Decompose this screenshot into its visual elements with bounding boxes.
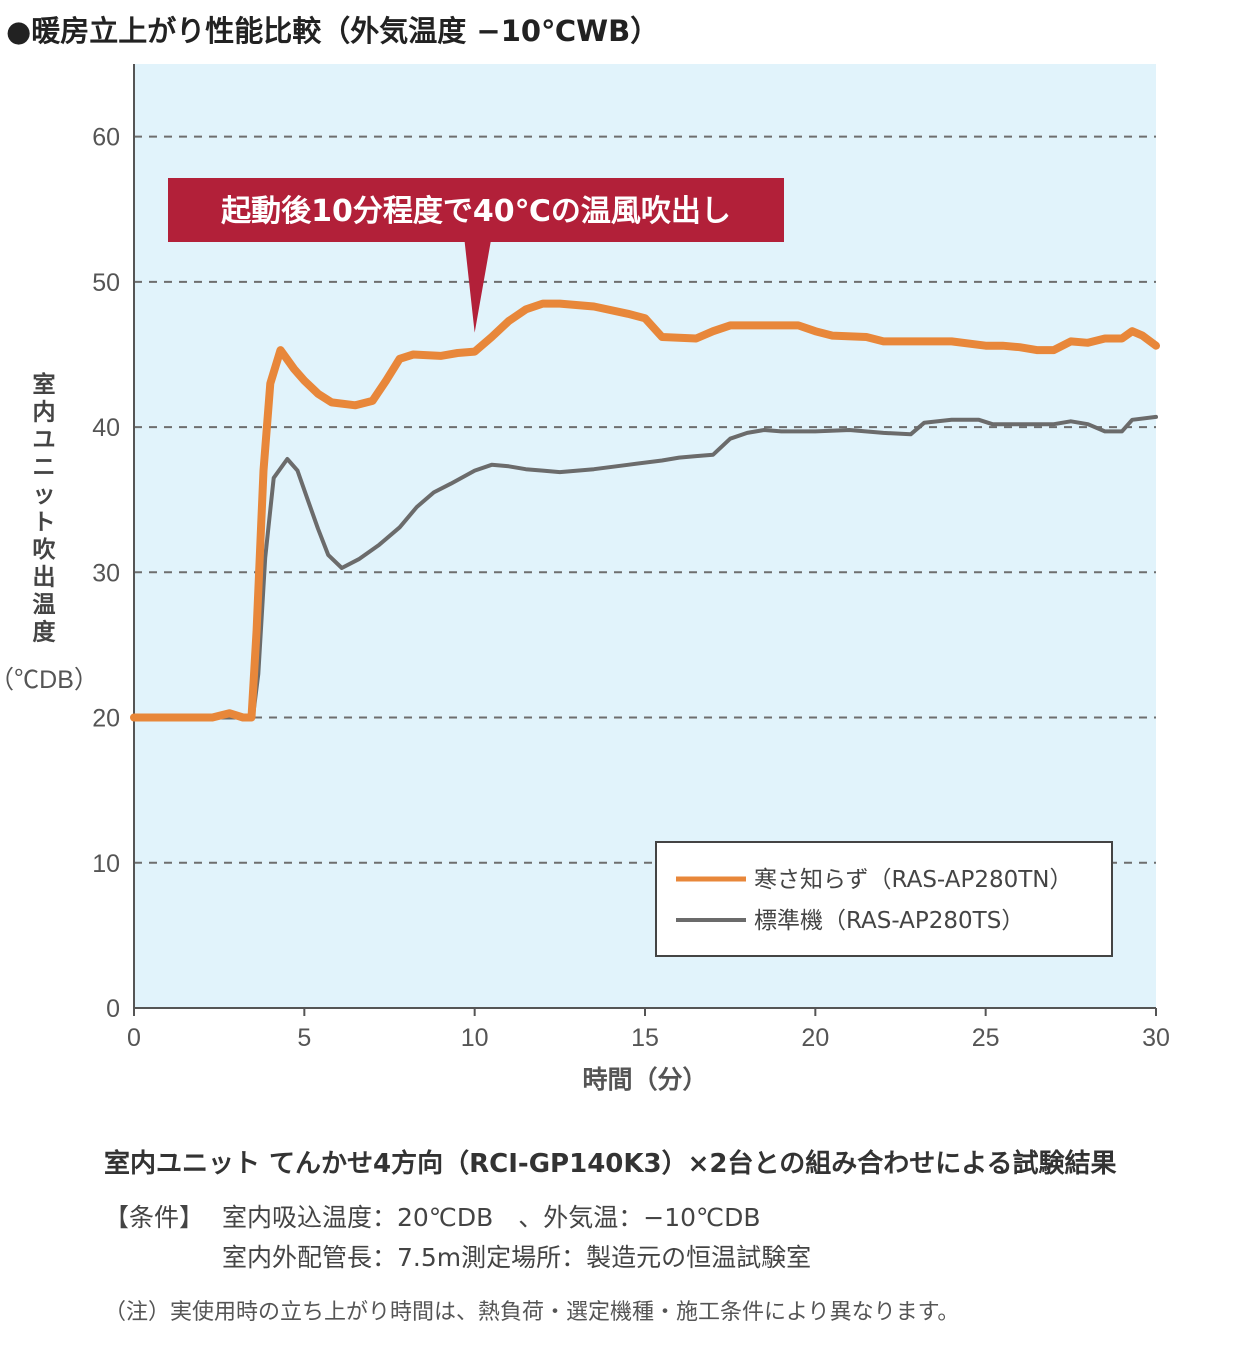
x-tick-label-25: 25 [972,1024,1000,1052]
y-axis-label-char: 吹 [33,537,56,563]
condition-line-2: 室内外配管長：7.5m測定場所：製造元の恒温試験室 [222,1243,812,1272]
y-axis-label-char: ユ [33,427,56,453]
x-axis-label: 時間（分） [582,1065,707,1094]
annotation-box [168,178,784,333]
chart-svg: 0 10 20 30 40 50 60 0 5 10 15 20 25 30 起動後10分程度で40℃の… [0,64,1170,1094]
y-tick-label-30: 30 [92,559,120,587]
y-axis-label-char: 室 [33,371,56,398]
series-line-2 [132,414,1158,720]
y-axis-label-char: 温 [33,592,56,618]
combination-note: 室内ユニット てんかせ4方向（RCI-GP140K3）×2台との組み合わせによる… [104,1149,1117,1179]
y-tick-label-20: 20 [92,705,120,733]
legend-label-series-2: 標準機（RAS-AP280TS） [754,908,1024,934]
legend-box [655,841,1113,957]
x-tick-label-5: 5 [297,1024,311,1052]
y-axis-label-char: ッ [33,482,56,508]
chart-title: ●暖房立上がり性能比較（外気温度 −10℃WB） [6,14,660,48]
series-lines [130,299,1160,722]
condition-line-1: 室内吸込温度：20℃DB 、外気温：−10℃DB [222,1203,761,1232]
y-axis-label-char: ニ [33,455,56,481]
y-tick-label-60: 60 [92,124,120,152]
annotation-callout: 起動後10分程度で40℃の温風吹出し [168,178,784,333]
legend: 寒さ知らず（RAS-AP280TN） 標準機（RAS-AP280TS） [655,841,1113,957]
x-tick-label-10: 10 [461,1024,489,1052]
y-tick-label-50: 50 [92,269,120,297]
y-tick-label-40: 40 [92,414,120,442]
y-tick-label-0: 0 [106,995,120,1023]
x-tick-label-0: 0 [127,1024,141,1052]
conditions-label: 【条件】 [104,1203,205,1232]
y-axis-unit: （℃DB） [0,666,99,694]
y-axis-label: 室内ユニット吹出温度 [33,371,57,646]
x-tick-label-30: 30 [1142,1024,1170,1052]
footnote: （注）実使用時の立ち上がり時間は、熱負荷・選定機種・施工条件により異なります。 [104,1300,960,1325]
x-tick-labels: 0 5 10 15 20 25 30 [127,1008,1170,1052]
y-axis-label-char: 度 [33,619,57,646]
grid-lines [134,135,1156,864]
y-tick-labels: 0 10 20 30 40 50 60 [92,124,120,1023]
series-line-1 [130,299,1160,722]
y-axis-label-char: ト [33,510,56,536]
y-axis-label-char: 内 [33,400,56,426]
x-tick-label-15: 15 [631,1024,659,1052]
annotation-text: 起動後10分程度で40℃の温風吹出し [221,194,731,229]
y-axis-label-char: 出 [33,565,56,591]
y-tick-label-10: 10 [92,850,120,878]
x-tick-label-20: 20 [801,1024,829,1052]
legend-label-series-1: 寒さ知らず（RAS-AP280TN） [754,867,1072,893]
